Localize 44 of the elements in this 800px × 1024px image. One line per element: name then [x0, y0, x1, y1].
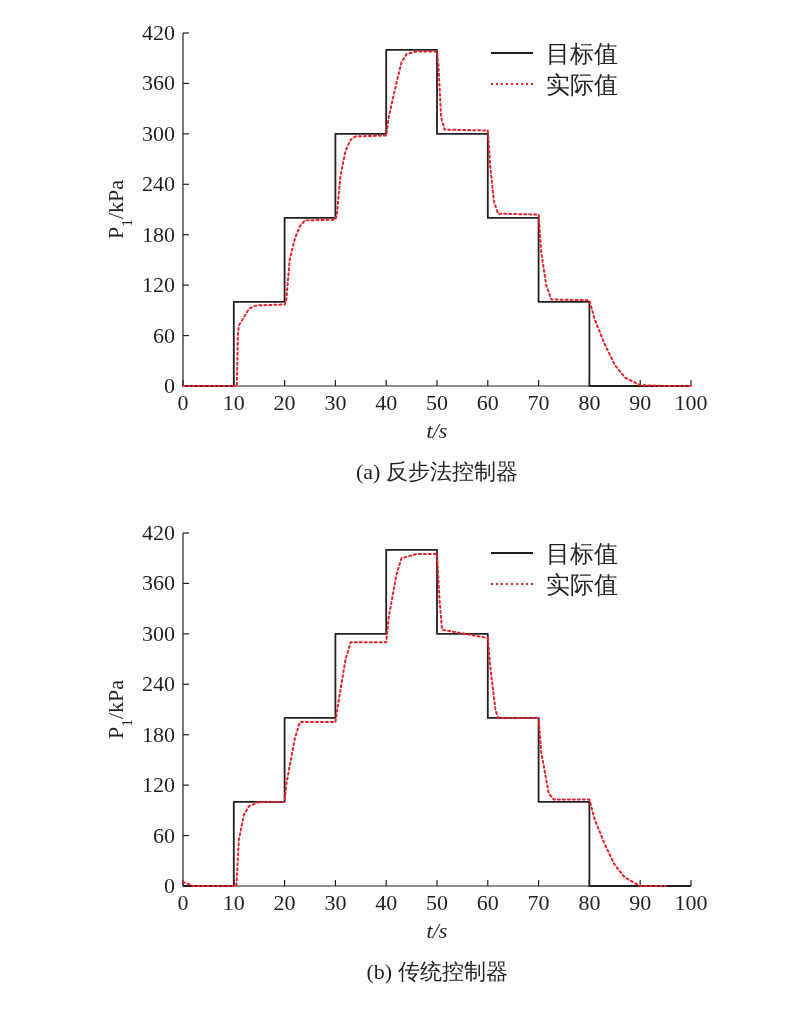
y-tick-label: 0 — [164, 373, 175, 398]
x-axis-title: t/s — [426, 418, 448, 443]
x-tick-label: 40 — [375, 390, 398, 415]
x-tick-label: 30 — [324, 890, 347, 915]
y-tick-label: 300 — [142, 620, 175, 646]
y-tick-label: 240 — [142, 671, 175, 697]
x-tick-label: 50 — [426, 390, 448, 415]
x-tick-label: 60 — [476, 890, 499, 915]
text: (a) 反步法控制器 — [356, 459, 518, 484]
x-tick-label: 100 — [674, 890, 708, 915]
x-axis-title: t/s — [426, 918, 448, 943]
legend-label: 目标值 — [546, 41, 618, 67]
x-tick-label: 50 — [426, 890, 448, 915]
x-tick-label: 10 — [222, 390, 245, 415]
x-tick-label: 90 — [629, 890, 652, 915]
legend-label: 实际值 — [546, 572, 618, 598]
y-tick-label: 60 — [153, 822, 175, 848]
y-tick-label: 420 — [142, 520, 175, 545]
y-tick-label: 240 — [142, 171, 175, 197]
x-tick-label: 100 — [674, 390, 708, 415]
y-tick-label: 420 — [142, 20, 175, 45]
text: (b) 传统控制器 — [366, 959, 508, 984]
y-tick-label: 120 — [142, 772, 175, 798]
x-tick-label: 30 — [324, 390, 347, 415]
x-tick-label: 20 — [273, 890, 296, 915]
y-tick-label: 360 — [142, 570, 175, 596]
y-tick-label: 120 — [142, 272, 175, 298]
y-tick-label: 180 — [142, 721, 175, 747]
x-tick-label: 10 — [222, 890, 245, 915]
x-tick-label: 90 — [629, 390, 652, 415]
x-tick-label: 80 — [578, 890, 601, 915]
x-tick-label: 40 — [375, 890, 398, 915]
x-tick-label: 80 — [578, 390, 601, 415]
y-tick-label: 360 — [142, 70, 175, 96]
y-tick-label: 0 — [164, 873, 175, 898]
x-tick-label: 70 — [527, 890, 550, 915]
x-tick-label: 70 — [527, 390, 550, 415]
x-tick-label: 60 — [476, 390, 499, 415]
legend-label: 目标值 — [546, 541, 618, 567]
legend-label: 实际值 — [546, 72, 618, 98]
y-tick-label: 180 — [142, 221, 175, 247]
y-tick-label: 300 — [142, 120, 175, 146]
x-tick-label: 20 — [273, 390, 296, 415]
y-tick-label: 60 — [153, 322, 175, 348]
